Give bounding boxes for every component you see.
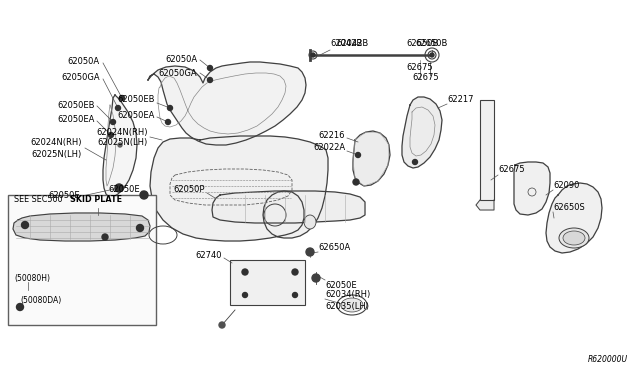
Text: 62022A: 62022A — [313, 144, 345, 153]
Text: 62035(LH): 62035(LH) — [325, 302, 369, 311]
Text: 62675: 62675 — [412, 74, 438, 83]
Polygon shape — [514, 162, 550, 215]
Text: 62050E: 62050E — [108, 186, 140, 195]
Text: 62050GA: 62050GA — [158, 68, 197, 77]
Circle shape — [115, 106, 120, 110]
Polygon shape — [353, 131, 390, 186]
Text: 62050E: 62050E — [325, 280, 356, 289]
Ellipse shape — [559, 228, 589, 248]
Text: 62217: 62217 — [447, 96, 474, 105]
Text: (50080H): (50080H) — [14, 273, 50, 282]
Circle shape — [353, 179, 359, 185]
Text: 62050EA: 62050EA — [58, 115, 95, 125]
Text: R620000U: R620000U — [588, 356, 628, 365]
Polygon shape — [148, 62, 306, 145]
Circle shape — [312, 274, 320, 282]
Circle shape — [219, 322, 225, 328]
Circle shape — [102, 234, 108, 240]
Circle shape — [111, 119, 115, 125]
Circle shape — [116, 185, 124, 192]
Circle shape — [115, 184, 123, 192]
Text: SKID PLATE: SKID PLATE — [70, 196, 122, 205]
Text: 62050A: 62050A — [68, 58, 100, 67]
Text: 62050A: 62050A — [165, 55, 197, 64]
Circle shape — [311, 53, 315, 57]
Ellipse shape — [341, 298, 363, 312]
Circle shape — [413, 160, 417, 164]
Polygon shape — [402, 97, 442, 168]
Text: 62740: 62740 — [195, 250, 222, 260]
Bar — [230, 260, 305, 305]
Text: (50080DA): (50080DA) — [20, 295, 61, 305]
Bar — [8, 195, 156, 325]
Circle shape — [166, 119, 170, 125]
Circle shape — [109, 132, 113, 138]
Text: 62675: 62675 — [498, 166, 525, 174]
Text: 62050E: 62050E — [49, 190, 80, 199]
Circle shape — [136, 224, 143, 231]
Text: 62675: 62675 — [406, 64, 433, 73]
Circle shape — [140, 191, 148, 199]
Polygon shape — [103, 95, 137, 197]
Text: 62090: 62090 — [553, 180, 579, 189]
Text: 62050EA: 62050EA — [118, 110, 155, 119]
Text: SEE SEC500: SEE SEC500 — [14, 196, 63, 205]
Circle shape — [243, 292, 248, 298]
Text: 62050P: 62050P — [173, 186, 205, 195]
Circle shape — [430, 53, 434, 57]
Circle shape — [118, 143, 122, 147]
Ellipse shape — [563, 231, 585, 245]
Text: 62050GA: 62050GA — [61, 74, 100, 83]
Text: 62042B: 62042B — [330, 39, 362, 48]
Text: 62650S: 62650S — [553, 203, 585, 212]
Text: 62650B: 62650B — [406, 39, 438, 48]
Polygon shape — [212, 191, 365, 223]
Text: 62050EB: 62050EB — [118, 96, 155, 105]
Bar — [480, 100, 494, 200]
Text: 62025N(LH): 62025N(LH) — [32, 151, 82, 160]
Circle shape — [22, 221, 29, 228]
Circle shape — [292, 292, 298, 298]
Text: 62042B: 62042B — [336, 39, 368, 48]
Circle shape — [355, 153, 360, 157]
Polygon shape — [13, 213, 150, 241]
Circle shape — [292, 269, 298, 275]
Circle shape — [120, 96, 125, 100]
Circle shape — [207, 77, 212, 83]
Polygon shape — [476, 200, 494, 210]
Text: 62024N(RH): 62024N(RH) — [31, 138, 82, 147]
Text: 62034(RH): 62034(RH) — [325, 291, 371, 299]
Text: 62216: 62216 — [319, 131, 345, 140]
Circle shape — [17, 304, 24, 311]
Circle shape — [242, 269, 248, 275]
Circle shape — [168, 106, 173, 110]
Polygon shape — [150, 136, 328, 241]
Circle shape — [207, 65, 212, 71]
Ellipse shape — [304, 215, 316, 229]
Text: 62650A: 62650A — [318, 244, 350, 253]
Polygon shape — [546, 183, 602, 253]
Text: 62650B: 62650B — [415, 39, 447, 48]
Text: 62024N(RH): 62024N(RH) — [97, 128, 148, 137]
Text: 62050EB: 62050EB — [58, 100, 95, 109]
Circle shape — [306, 248, 314, 256]
Text: 62025N(LH): 62025N(LH) — [98, 138, 148, 148]
